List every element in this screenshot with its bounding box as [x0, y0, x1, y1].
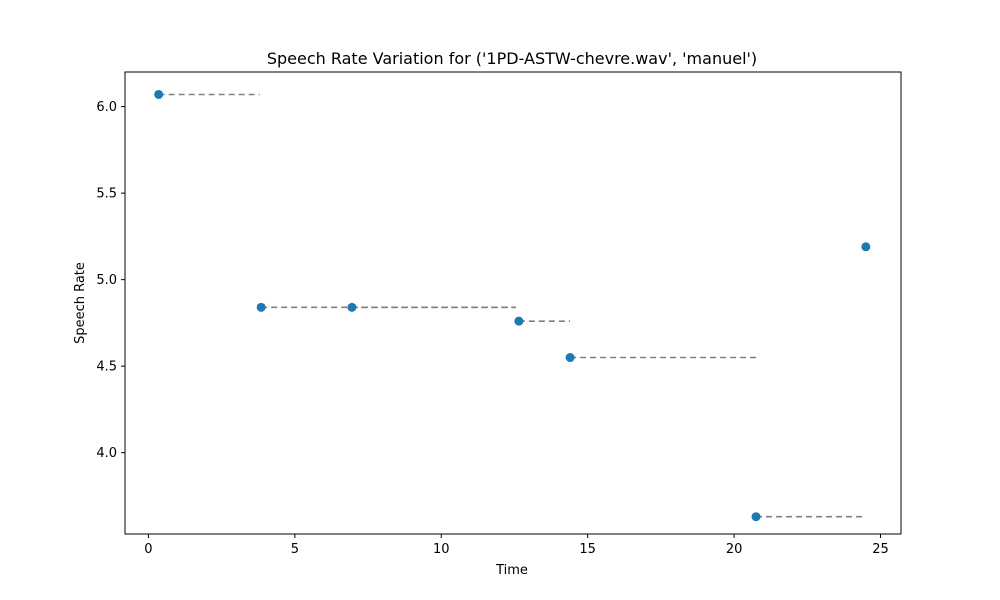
x-tick-label: 0 — [144, 542, 152, 557]
data-point — [347, 302, 357, 312]
y-tick-label: 6.0 — [96, 100, 117, 115]
y-tick-label: 4.0 — [96, 446, 117, 461]
x-tick-label: 5 — [291, 542, 299, 557]
axes-frame — [124, 71, 902, 535]
data-point — [256, 302, 266, 312]
y-tick-label: 5.5 — [96, 187, 117, 202]
plot-area — [154, 89, 871, 522]
x-axis-label: Time — [495, 563, 528, 578]
x-tick-label: 10 — [433, 542, 450, 557]
data-point — [565, 353, 575, 363]
data-point — [514, 316, 524, 326]
y-tick-label: 4.5 — [96, 360, 117, 375]
x-tick-label: 25 — [872, 542, 889, 557]
x-tick-label: 20 — [726, 542, 743, 557]
chart-title: Speech Rate Variation for ('1PD-ASTW-che… — [267, 49, 757, 68]
x-tick-label: 15 — [579, 542, 596, 557]
data-point — [861, 242, 871, 252]
y-tick-label: 5.0 — [96, 273, 117, 288]
data-point — [154, 89, 164, 99]
data-point — [751, 512, 761, 522]
y-axis-label: Speech Rate — [73, 262, 88, 344]
